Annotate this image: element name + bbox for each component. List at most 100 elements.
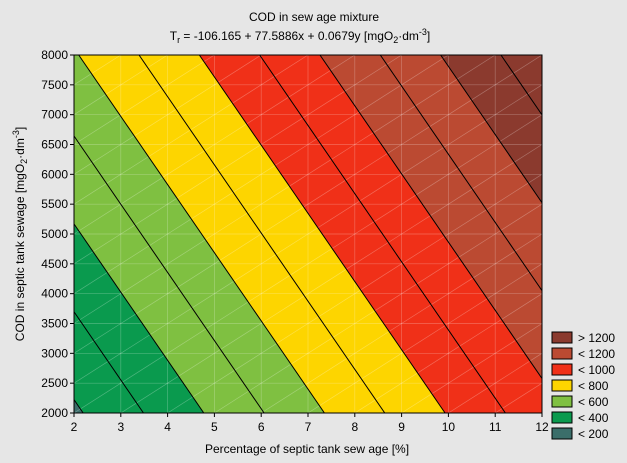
mesh-line (74, 353, 121, 384)
mesh-line (74, 144, 121, 175)
mesh-line (167, 114, 215, 145)
mesh-line (261, 323, 309, 354)
mesh-line (214, 114, 262, 145)
mesh-line (448, 174, 496, 205)
x-tick-label: 11 (489, 420, 502, 434)
mesh-line (495, 233, 542, 265)
y-tick-label: 3500 (41, 317, 68, 331)
mesh-line (261, 55, 309, 86)
mesh-line (74, 114, 121, 145)
mesh-line (214, 323, 262, 354)
mesh-line (448, 144, 496, 175)
legend-swatch (551, 331, 573, 344)
mesh-line (401, 382, 449, 413)
mesh-grid (74, 55, 542, 413)
y-tick-label: 2500 (41, 376, 68, 390)
mesh-line (495, 114, 542, 145)
mesh-line (74, 55, 121, 86)
y-tick-label: 6500 (41, 138, 68, 152)
mesh-line (214, 84, 262, 115)
mesh-line (307, 55, 355, 86)
mesh-line (214, 353, 262, 384)
mesh-line (214, 174, 262, 205)
legend-label: < 1200 (578, 347, 615, 361)
legend-label: < 400 (578, 411, 609, 425)
x-tick-label: 4 (164, 420, 171, 434)
mesh-line (354, 353, 402, 384)
mesh-line (307, 382, 355, 413)
mesh-line (120, 293, 168, 324)
mesh-line (401, 263, 449, 294)
mesh-line (261, 144, 309, 175)
mesh-line (401, 233, 449, 265)
mesh-line (74, 174, 121, 205)
y-tick-label: 3000 (41, 346, 68, 360)
mesh-line (354, 323, 402, 354)
contour-line-400 (74, 223, 205, 413)
mesh-line (261, 203, 309, 235)
mesh-line (401, 323, 449, 354)
contour-band (199, 55, 542, 413)
mesh-line (401, 55, 449, 86)
mesh-line (401, 203, 449, 235)
mesh-line (354, 84, 402, 115)
x-tick-label: 8 (351, 420, 358, 434)
mesh-line (120, 55, 168, 86)
legend-label: < 800 (578, 379, 609, 393)
mesh-line (307, 114, 355, 145)
mesh-line (261, 84, 309, 115)
plot-area (74, 55, 542, 413)
legend-swatch (551, 411, 573, 424)
mesh-line (167, 233, 215, 265)
legend-swatch (551, 395, 573, 408)
mesh-line (354, 263, 402, 294)
x-tick-label: 5 (211, 420, 218, 434)
mesh-line (354, 144, 402, 175)
mesh-line (167, 293, 215, 324)
legend-swatch (551, 379, 573, 392)
mesh-line (448, 55, 496, 86)
mesh-line (495, 353, 542, 384)
mesh-line (120, 203, 168, 235)
mesh-line (401, 84, 449, 115)
y-tick-label: 2000 (41, 406, 68, 420)
legend: > 1200 < 1200 < 1000 < 800 < 600 < 400 < 200 (551, 331, 615, 441)
y-tick-label: 7000 (41, 108, 68, 122)
mesh-line (214, 382, 262, 413)
y-tick-label: 8000 (41, 48, 68, 62)
mesh-line (354, 174, 402, 205)
mesh-line (214, 203, 262, 235)
mesh-line (261, 263, 309, 294)
y-tick-label: 7500 (41, 78, 68, 92)
mesh-line (74, 84, 121, 115)
x-tick-label: 3 (117, 420, 124, 434)
mesh-line (495, 263, 542, 294)
mesh-line (74, 382, 121, 413)
x-tick-label: 6 (258, 420, 265, 434)
mesh-line (74, 203, 121, 235)
mesh-line (495, 323, 542, 354)
mesh-line (448, 203, 496, 235)
mesh-line (448, 353, 496, 384)
mesh-line (448, 323, 496, 354)
mesh-line (74, 263, 121, 294)
mesh-line (401, 174, 449, 205)
legend-swatch (551, 427, 573, 440)
mesh-line (261, 293, 309, 324)
mesh-line (307, 293, 355, 324)
mesh-line (401, 353, 449, 384)
contour-line-300 (74, 311, 144, 413)
x-tick-label: 7 (305, 420, 312, 434)
mesh-line (74, 233, 121, 265)
mesh-line (354, 382, 402, 413)
mesh-line (120, 353, 168, 384)
legend-label: < 1000 (578, 363, 615, 377)
mesh-line (167, 55, 215, 86)
mesh-line (120, 114, 168, 145)
mesh-line (495, 144, 542, 175)
mesh-line (120, 84, 168, 115)
legend-label: > 1200 (578, 331, 615, 345)
mesh-line (167, 263, 215, 294)
y-tick-label: 5000 (41, 227, 68, 241)
mesh-line (401, 144, 449, 175)
